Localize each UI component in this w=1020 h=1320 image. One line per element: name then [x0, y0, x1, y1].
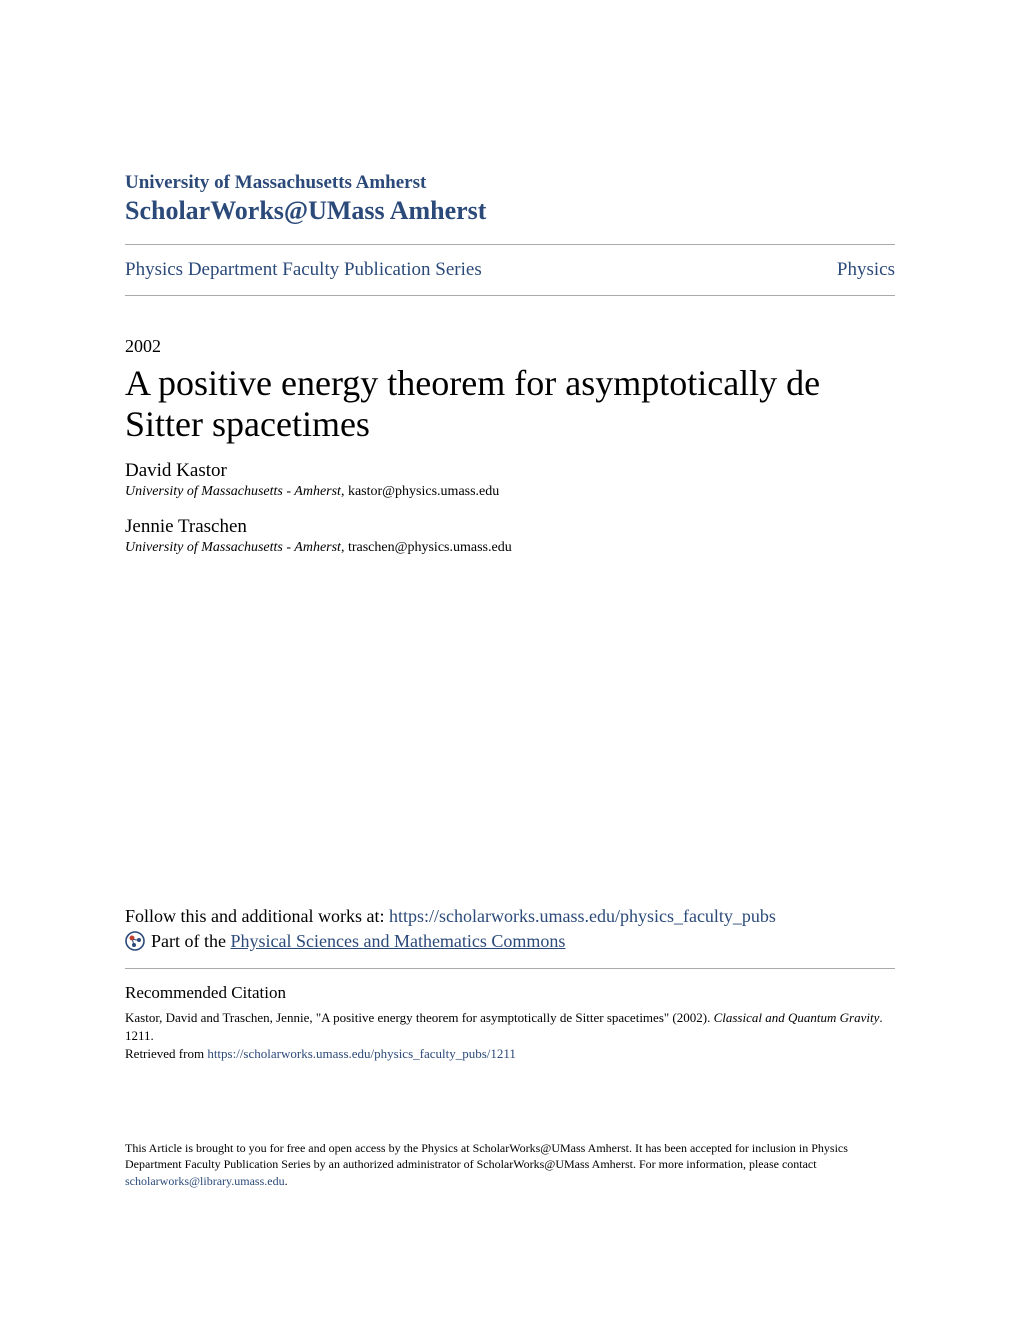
series-link-left[interactable]: Physics Department Faculty Publication S…	[125, 259, 482, 281]
follow-url-link[interactable]: https://scholarworks.umass.edu/physics_f…	[389, 906, 776, 926]
part-text-wrap: Part of the Physical Sciences and Mathem…	[151, 931, 565, 952]
footer-period: .	[285, 1174, 288, 1188]
citation-retrieved-prefix: Retrieved from	[125, 1046, 207, 1061]
institution-name: University of Massachusetts Amherst	[125, 172, 895, 194]
citation-section: Recommended Citation Kastor, David and T…	[125, 983, 895, 1064]
citation-body: Kastor, David and Traschen, Jennie, "A p…	[125, 1009, 895, 1064]
footer-email-link[interactable]: scholarworks@library.umass.edu	[125, 1174, 285, 1188]
author-name-1: Jennie Traschen	[125, 516, 895, 538]
divider-citation	[125, 968, 895, 969]
divider-bottom	[125, 295, 895, 296]
author-block-1: Jennie Traschen University of Massachuse…	[125, 516, 895, 556]
author-affil-0: University of Massachusetts - Amherst, k…	[125, 484, 895, 500]
citation-heading: Recommended Citation	[125, 983, 895, 1003]
follow-text-row: Follow this and additional works at: htt…	[125, 906, 895, 927]
repository-name[interactable]: ScholarWorks@UMass Amherst	[125, 196, 895, 226]
publication-year: 2002	[125, 336, 895, 357]
follow-section: Follow this and additional works at: htt…	[125, 906, 895, 1064]
footer: This Article is brought to you for free …	[125, 1140, 895, 1190]
citation-journal: Classical and Quantum Gravity	[714, 1010, 880, 1025]
part-collection-link[interactable]: Physical Sciences and Mathematics Common…	[230, 931, 565, 951]
citation-before-italic: Kastor, David and Traschen, Jennie, "A p…	[125, 1010, 714, 1025]
author-affil-1: University of Massachusetts - Amherst, t…	[125, 540, 895, 556]
author-email-0: , kastor@physics.umass.edu	[341, 484, 499, 499]
series-row: Physics Department Faculty Publication S…	[125, 245, 895, 295]
author-block-0: David Kastor University of Massachusetts…	[125, 460, 895, 500]
author-affil-italic-1: University of Massachusetts - Amherst	[125, 540, 341, 555]
network-icon	[125, 931, 145, 951]
author-email-1: , traschen@physics.umass.edu	[341, 540, 512, 555]
series-link-right[interactable]: Physics	[837, 259, 895, 281]
author-affil-italic-0: University of Massachusetts - Amherst	[125, 484, 341, 499]
part-prefix: Part of the	[151, 931, 230, 951]
citation-retrieved-link[interactable]: https://scholarworks.umass.edu/physics_f…	[207, 1046, 516, 1061]
paper-title: A positive energy theorem for asymptotic…	[125, 363, 895, 446]
footer-text: This Article is brought to you for free …	[125, 1141, 848, 1172]
author-name-0: David Kastor	[125, 460, 895, 482]
follow-prefix: Follow this and additional works at:	[125, 906, 389, 926]
part-row: Part of the Physical Sciences and Mathem…	[125, 931, 895, 952]
